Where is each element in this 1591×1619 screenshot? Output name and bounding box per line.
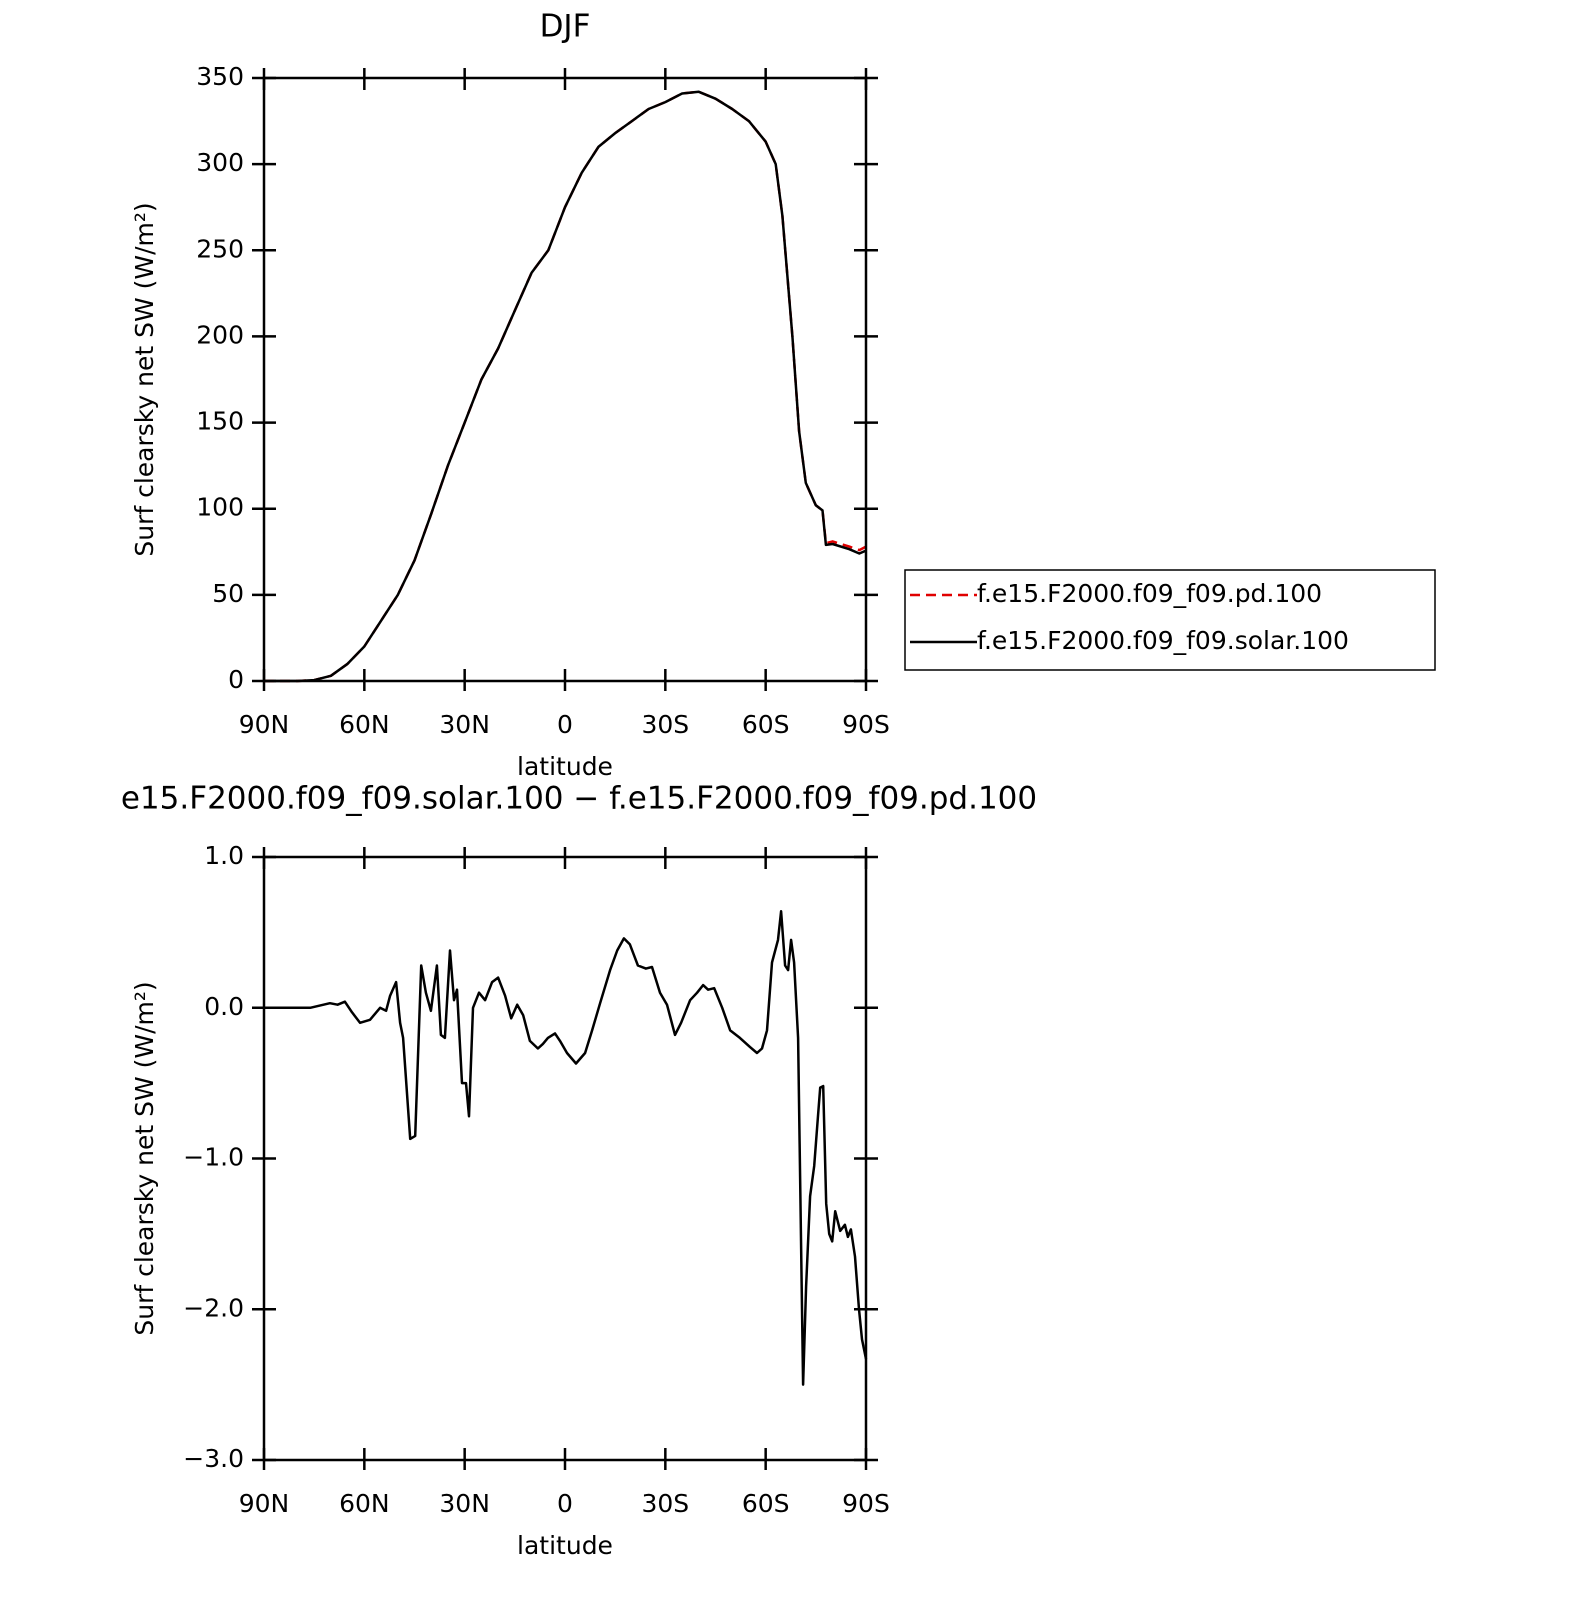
chart-title: DJF bbox=[540, 9, 591, 45]
legend-box bbox=[904, 569, 1436, 671]
x-axis-label: latitude bbox=[517, 1531, 613, 1560]
data-line bbox=[264, 910, 868, 1386]
y-tick-label: 50 bbox=[212, 579, 244, 608]
data-line bbox=[264, 90, 867, 683]
x-tick-label: 30S bbox=[641, 710, 689, 739]
y-tick-label: 0.0 bbox=[204, 992, 244, 1021]
y-tick-label: 350 bbox=[196, 62, 244, 91]
x-tick-label: 90N bbox=[239, 1489, 290, 1518]
x-tick-label: 90N bbox=[239, 710, 290, 739]
y-tick-label: −2.0 bbox=[183, 1293, 244, 1322]
y-tick-label: 250 bbox=[196, 234, 244, 263]
x-tick-label: 30N bbox=[439, 1489, 490, 1518]
plot-frame bbox=[262, 76, 868, 683]
y-tick-label: 200 bbox=[196, 320, 244, 349]
x-tick-label: 60S bbox=[742, 710, 790, 739]
data-line bbox=[264, 90, 867, 683]
y-tick-label: 0 bbox=[228, 665, 244, 694]
legend-label: f.e15.F2000.f09_f09.solar.100 bbox=[977, 626, 1349, 655]
y-tick-label: −1.0 bbox=[183, 1143, 244, 1172]
x-tick-label: 30S bbox=[641, 1489, 689, 1518]
y-tick-label: 100 bbox=[196, 493, 244, 522]
x-tick-label: 0 bbox=[557, 710, 573, 739]
y-tick-label: −3.0 bbox=[183, 1444, 244, 1473]
x-tick-label: 60N bbox=[339, 710, 390, 739]
y-tick-label: 150 bbox=[196, 407, 244, 436]
x-tick-label: 30N bbox=[439, 710, 490, 739]
x-tick-label: 90S bbox=[842, 710, 890, 739]
y-axis-label: Surf clearsky net SW (W/m²) bbox=[130, 981, 159, 1335]
plot-frame bbox=[262, 855, 868, 1462]
y-axis-label: Surf clearsky net SW (W/m²) bbox=[130, 202, 159, 556]
y-tick-label: 1.0 bbox=[204, 841, 244, 870]
chart-title: e15.F2000.f09_f09.solar.100 − f.e15.F200… bbox=[121, 781, 1037, 817]
x-tick-label: 0 bbox=[557, 1489, 573, 1518]
x-tick-label: 90S bbox=[842, 1489, 890, 1518]
legend-label: f.e15.F2000.f09_f09.pd.100 bbox=[977, 579, 1322, 608]
x-tick-label: 60S bbox=[742, 1489, 790, 1518]
x-axis-label: latitude bbox=[517, 752, 613, 781]
x-tick-label: 60N bbox=[339, 1489, 390, 1518]
y-tick-label: 300 bbox=[196, 148, 244, 177]
